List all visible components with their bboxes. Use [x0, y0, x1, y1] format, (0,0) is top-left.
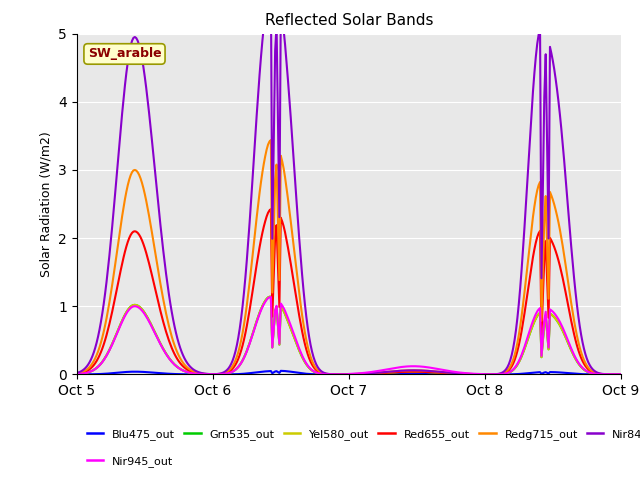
Yel580_out — [344, 372, 351, 377]
Yel580_out — [298, 354, 306, 360]
Red655_out — [437, 370, 445, 376]
Redg715_out — [298, 312, 306, 318]
Redg715_out — [121, 196, 129, 202]
Redg715_out — [454, 371, 461, 376]
Yel580_out — [617, 372, 625, 377]
Blu475_out — [454, 372, 461, 377]
Blu475_out — [121, 369, 129, 375]
Blu475_out — [364, 372, 371, 377]
Nir945_out — [86, 369, 93, 375]
Line: Red655_out: Red655_out — [77, 209, 621, 374]
Nir945_out — [73, 371, 81, 377]
Grn535_out — [121, 312, 129, 318]
Blu475_out — [344, 372, 351, 377]
Grn535_out — [267, 294, 275, 300]
Red655_out — [298, 328, 306, 334]
Blu475_out — [617, 372, 625, 377]
Nir945_out — [121, 313, 129, 319]
Nir840_out — [73, 370, 81, 376]
Legend: Nir945_out: Nir945_out — [83, 452, 178, 471]
Nir840_out — [454, 371, 461, 376]
Nir945_out — [298, 352, 306, 358]
Yel580_out — [121, 312, 129, 318]
Y-axis label: Solar Radiation (W/m2): Solar Radiation (W/m2) — [40, 131, 52, 277]
Nir945_out — [344, 372, 351, 377]
Blu475_out — [86, 372, 93, 377]
Red655_out — [121, 249, 129, 254]
Yel580_out — [86, 369, 93, 375]
Red655_out — [617, 372, 625, 377]
Line: Nir840_out: Nir840_out — [77, 0, 621, 374]
Grn535_out — [86, 369, 93, 375]
Nir945_out — [437, 367, 445, 372]
Redg715_out — [617, 372, 625, 377]
Nir840_out — [617, 372, 625, 377]
Redg715_out — [267, 137, 275, 143]
Line: Grn535_out: Grn535_out — [77, 297, 621, 374]
Nir945_out — [617, 372, 625, 377]
Line: Blu475_out: Blu475_out — [77, 371, 621, 374]
Yel580_out — [454, 371, 461, 377]
Red655_out — [73, 371, 81, 377]
Blu475_out — [277, 368, 285, 374]
Yel580_out — [267, 294, 275, 300]
Yel580_out — [364, 371, 371, 377]
Nir945_out — [454, 370, 461, 375]
Red655_out — [364, 371, 371, 377]
Nir840_out — [344, 372, 351, 377]
Grn535_out — [298, 354, 306, 360]
Nir945_out — [267, 294, 275, 300]
Red655_out — [344, 372, 351, 377]
Nir840_out — [364, 371, 371, 376]
Blu475_out — [73, 372, 81, 377]
Grn535_out — [364, 371, 371, 377]
Redg715_out — [437, 369, 445, 375]
Nir840_out — [437, 369, 445, 375]
Line: Nir945_out: Nir945_out — [77, 297, 621, 374]
Grn535_out — [437, 370, 445, 376]
Line: Yel580_out: Yel580_out — [77, 297, 621, 374]
Nir840_out — [86, 360, 93, 365]
Redg715_out — [344, 372, 351, 377]
Redg715_out — [364, 371, 371, 376]
Redg715_out — [73, 371, 81, 376]
Yel580_out — [73, 371, 81, 377]
Red655_out — [454, 371, 461, 377]
Grn535_out — [73, 371, 81, 377]
Blu475_out — [298, 371, 306, 376]
Grn535_out — [617, 372, 625, 377]
Red655_out — [86, 366, 93, 372]
Red655_out — [267, 206, 275, 212]
Grn535_out — [344, 372, 351, 377]
Title: Reflected Solar Bands: Reflected Solar Bands — [264, 13, 433, 28]
Line: Redg715_out: Redg715_out — [77, 140, 621, 374]
Nir840_out — [298, 271, 306, 277]
Text: SW_arable: SW_arable — [88, 48, 161, 60]
Blu475_out — [437, 371, 445, 377]
Redg715_out — [86, 364, 93, 370]
Grn535_out — [454, 371, 461, 377]
Nir945_out — [364, 370, 371, 375]
Nir840_out — [121, 82, 129, 88]
Yel580_out — [437, 370, 445, 376]
